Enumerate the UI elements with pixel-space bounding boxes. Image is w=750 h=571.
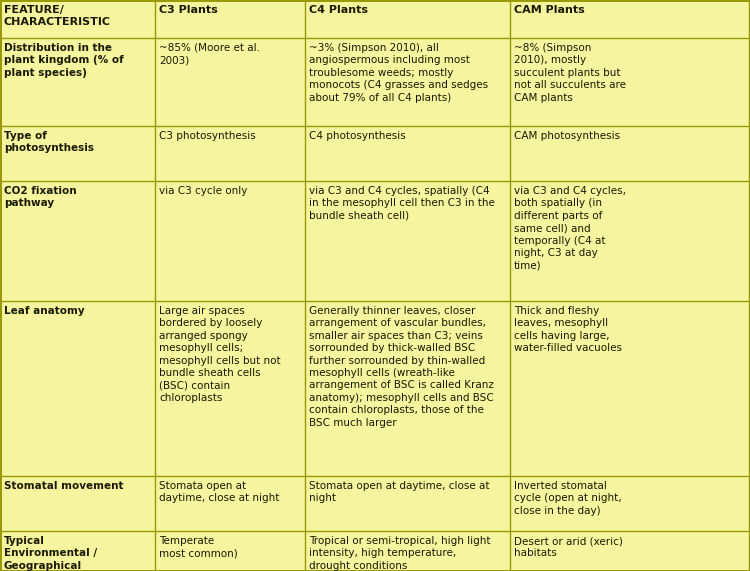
Text: Tropical or semi-tropical, high light
intensity, high temperature,
drought condi: Tropical or semi-tropical, high light in… (309, 536, 490, 571)
Text: Generally thinner leaves, closer
arrangement of vascular bundles,
smaller air sp: Generally thinner leaves, closer arrange… (309, 306, 494, 428)
Text: CO2 fixation
pathway: CO2 fixation pathway (4, 186, 76, 208)
Text: ~85% (Moore et al.
2003): ~85% (Moore et al. 2003) (159, 43, 260, 66)
Text: Temperate
most common): Temperate most common) (159, 536, 238, 558)
Text: Type of
photosynthesis: Type of photosynthesis (4, 131, 94, 154)
Text: Desert or arid (xeric)
habitats: Desert or arid (xeric) habitats (514, 536, 622, 558)
Text: Typical
Environmental /
Geographical
adaptation (where: Typical Environmental / Geographical ada… (4, 536, 113, 571)
Text: Large air spaces
bordered by loosely
arranged spongy
mesophyll cells;
mesophyll : Large air spaces bordered by loosely arr… (159, 306, 280, 403)
Text: ~8% (Simpson
2010), mostly
succulent plants but
not all succulents are
CAM plant: ~8% (Simpson 2010), mostly succulent pla… (514, 43, 626, 103)
Text: via C3 and C4 cycles, spatially (C4
in the mesophyll cell then C3 in the
bundle : via C3 and C4 cycles, spatially (C4 in t… (309, 186, 495, 221)
Text: Distribution in the
plant kingdom (% of
plant species): Distribution in the plant kingdom (% of … (4, 43, 124, 78)
Text: CAM photosynthesis: CAM photosynthesis (514, 131, 620, 141)
Text: Stomata open at daytime, close at
night: Stomata open at daytime, close at night (309, 481, 490, 504)
Text: ~3% (Simpson 2010), all
angiospermous including most
troublesome weeds; mostly
m: ~3% (Simpson 2010), all angiospermous in… (309, 43, 488, 103)
Text: Thick and fleshy
leaves, mesophyll
cells having large,
water-filled vacuoles: Thick and fleshy leaves, mesophyll cells… (514, 306, 622, 353)
Text: via C3 cycle only: via C3 cycle only (159, 186, 248, 196)
Text: Stomatal movement: Stomatal movement (4, 481, 124, 491)
Text: FEATURE/
CHARACTERISTIC: FEATURE/ CHARACTERISTIC (4, 5, 111, 27)
Text: CAM Plants: CAM Plants (514, 5, 585, 15)
Text: Leaf anatomy: Leaf anatomy (4, 306, 85, 316)
Text: via C3 and C4 cycles,
both spatially (in
different parts of
same cell) and
tempo: via C3 and C4 cycles, both spatially (in… (514, 186, 626, 271)
Text: Stomata open at
daytime, close at night: Stomata open at daytime, close at night (159, 481, 279, 504)
Text: Inverted stomatal
cycle (open at night,
close in the day): Inverted stomatal cycle (open at night, … (514, 481, 622, 516)
Text: C3 Plants: C3 Plants (159, 5, 218, 15)
Text: C3 photosynthesis: C3 photosynthesis (159, 131, 256, 141)
Text: C4 photosynthesis: C4 photosynthesis (309, 131, 406, 141)
Text: C4 Plants: C4 Plants (309, 5, 368, 15)
